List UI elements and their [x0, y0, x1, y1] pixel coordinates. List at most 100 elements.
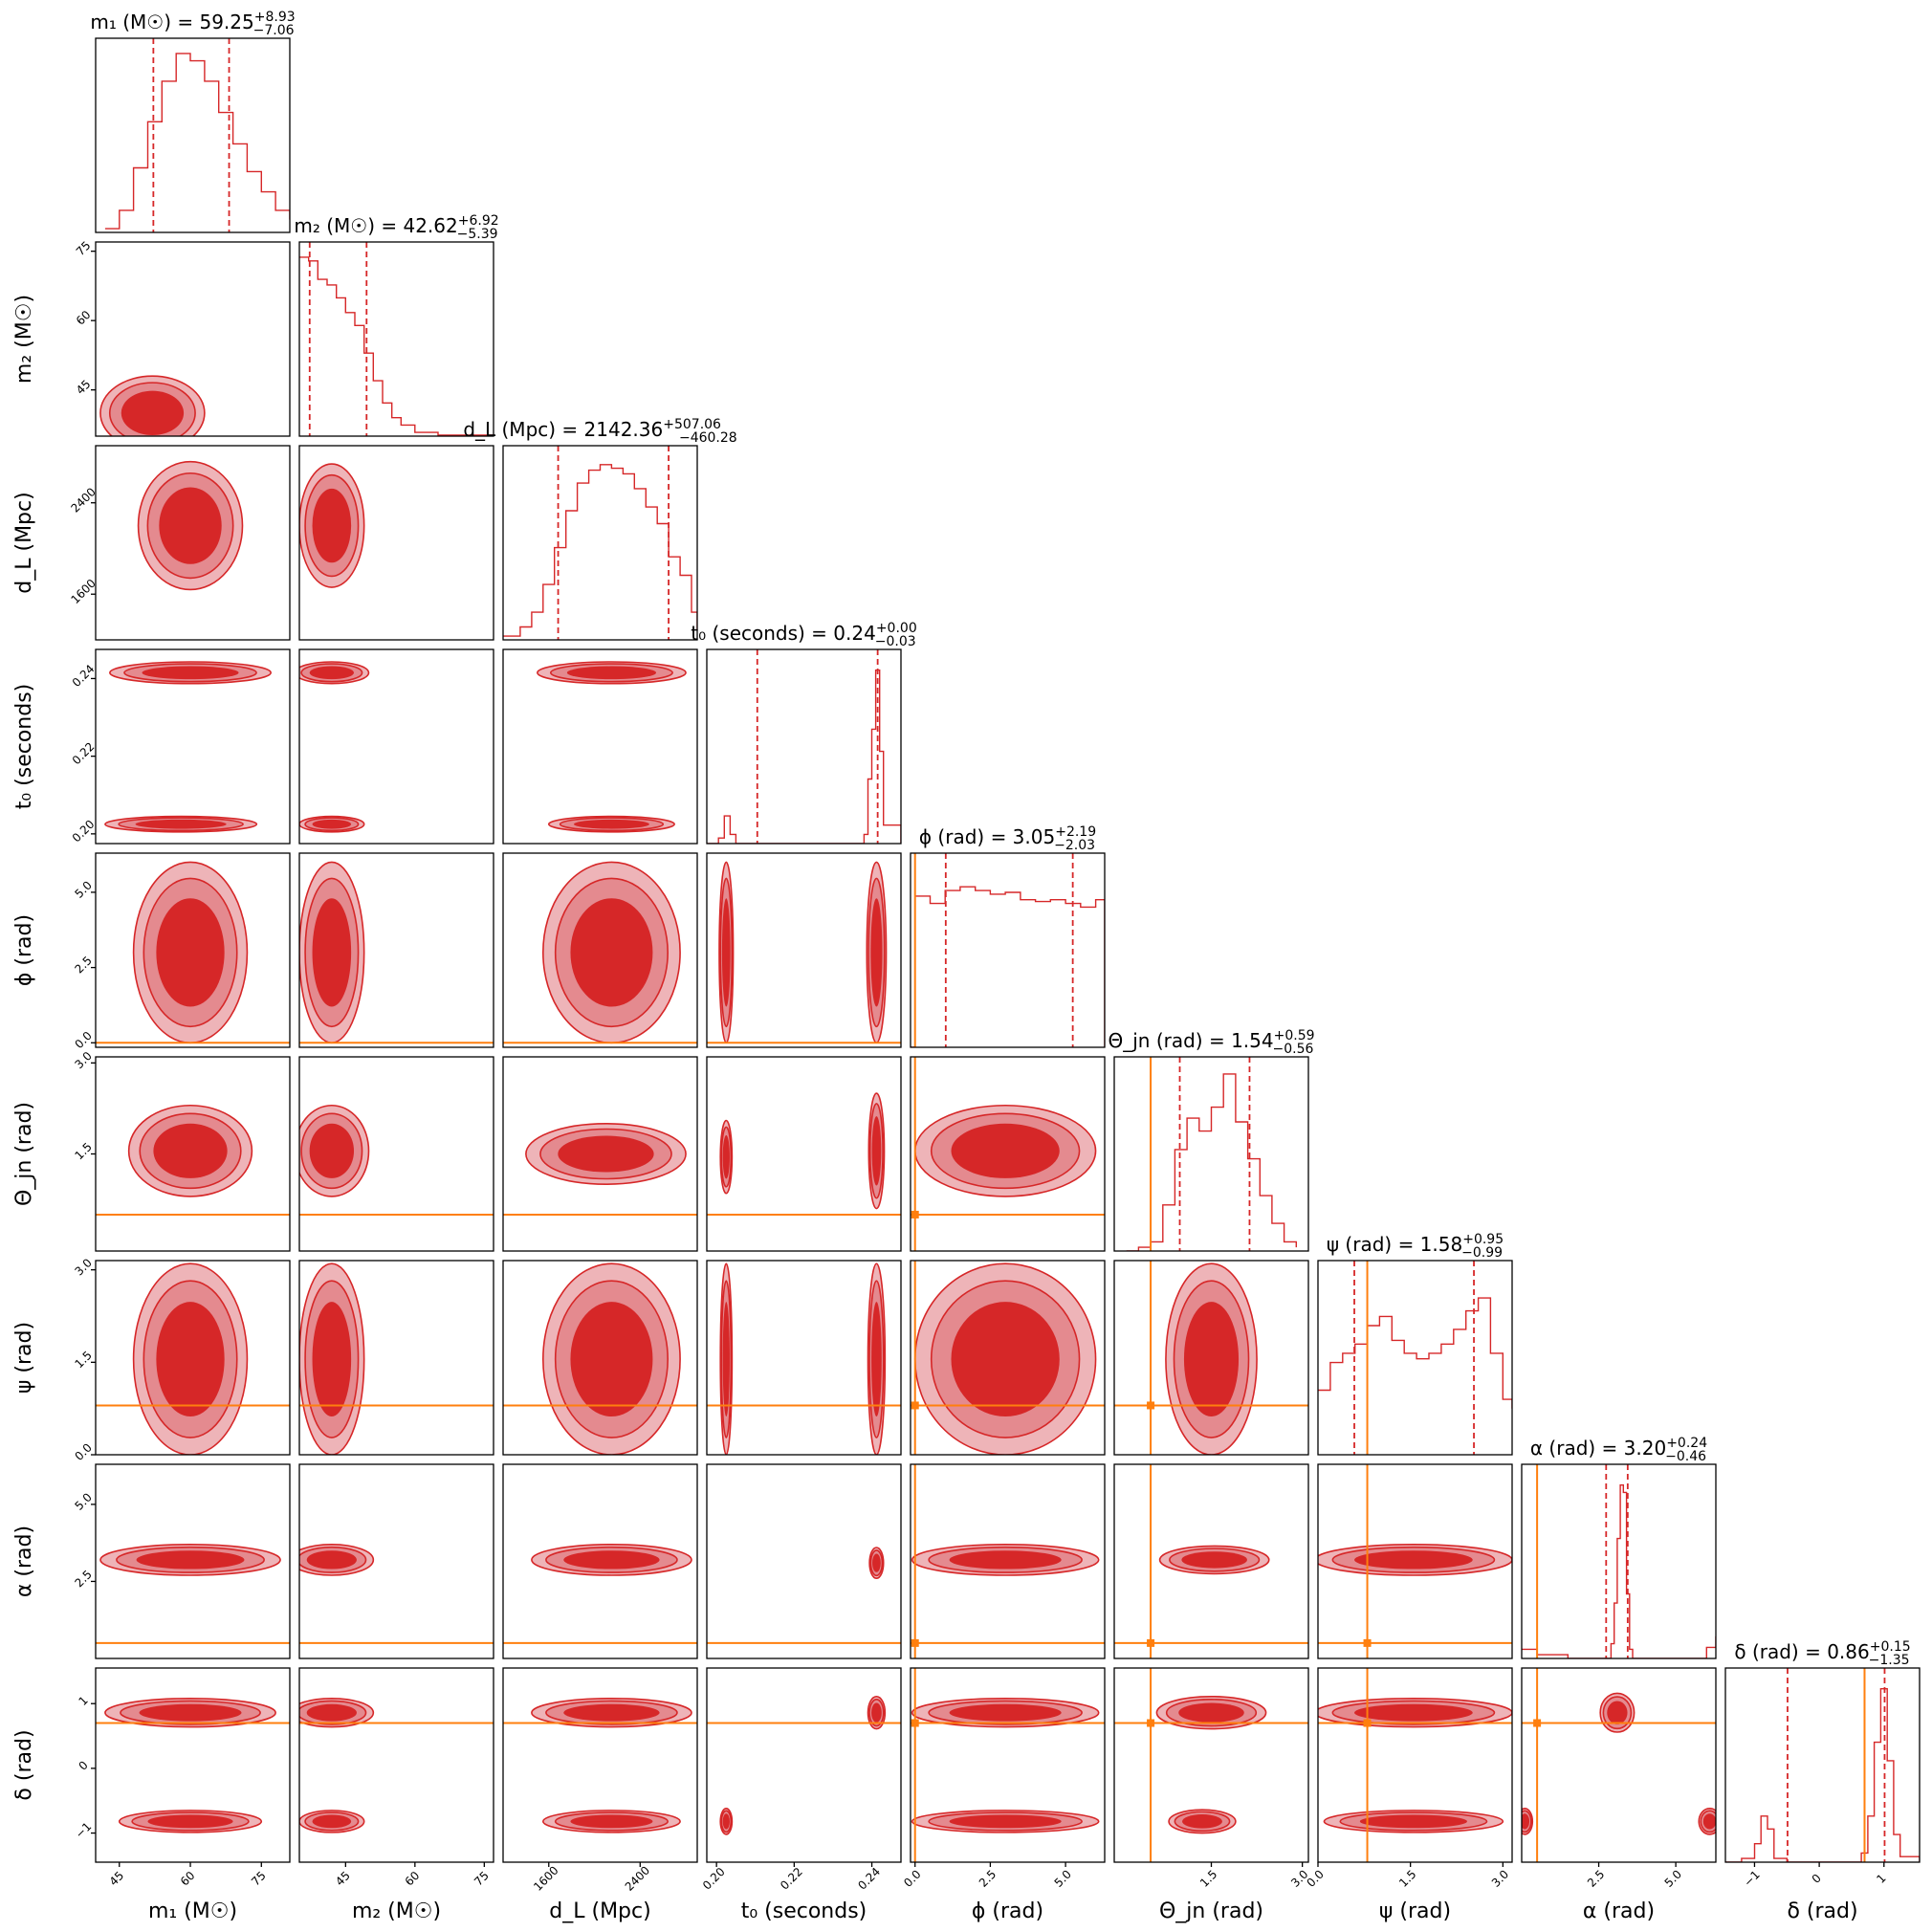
x-tick-label: 45 [333, 1869, 353, 1889]
x-tick-label: 60 [403, 1869, 423, 1889]
contour-psi-t0-0-level-2 [722, 1302, 730, 1417]
y-tick-label: 45 [74, 377, 94, 397]
panel-frame [95, 1056, 291, 1252]
contour-alpha-t0-0-level-2 [872, 1553, 881, 1572]
panel-delta-m2: 45 60 75 [298, 1667, 494, 1889]
contour-t0-m1-0-level-2 [142, 666, 239, 680]
contour-delta-phi-1-level-2 [949, 1814, 1062, 1829]
panel-frame [298, 241, 494, 437]
title-error-plus: +0.00 [876, 621, 917, 636]
panel-frame [910, 1260, 1106, 1456]
panel-delta-phi: 0.0 2.5 5.0 [901, 1667, 1106, 1890]
contour-theta_jn-t0-1-level-2 [871, 1116, 882, 1186]
panel-alpha-psi [1317, 1463, 1513, 1659]
contour-delta-theta_jn-1-level-2 [1182, 1814, 1222, 1829]
panel-content [299, 463, 365, 588]
panel-content [96, 1698, 290, 1833]
truth-marker [911, 1638, 919, 1647]
contour-t0-dL-0-level-2 [566, 666, 657, 680]
contour-delta-m2-0-level-2 [306, 1703, 357, 1722]
x-axis-label-dL: d_L (Mpc) [549, 1899, 650, 1923]
y-tick-label: 1.5 [72, 1140, 94, 1162]
panel-content [911, 1668, 1105, 1862]
panel-delta-delta: δ (rad) = 0.86+0.15 −1.35 −1 0 1 [1724, 1639, 1921, 1889]
title-error-plus: +0.59 [1274, 1028, 1315, 1043]
panel-m2-m2: m₂ (M☉) = 42.62+6.92 −5.39 [294, 213, 499, 437]
y-tick-label: 60 [74, 308, 94, 328]
panel-frame [502, 648, 698, 845]
histogram-dL [503, 464, 697, 637]
panel-delta-t0: 0.20 0.22 0.24 [700, 1667, 902, 1893]
panel-dL-dL: d_L (Mpc) = 2142.36+507.06 −460.28 [463, 417, 737, 641]
contour-t0-m1-1-level-2 [135, 819, 227, 829]
panel-frame [298, 1463, 494, 1659]
panel-frame [502, 1667, 698, 1863]
panel-content [99, 375, 206, 436]
panel-content [299, 861, 494, 1044]
panel-frame [95, 1260, 291, 1456]
x-tick-label: 0.0 [1304, 1867, 1326, 1889]
panel-frame [502, 1056, 698, 1252]
x-axis-label-theta_jn: Θ_jn (rad) [1159, 1899, 1263, 1923]
histogram-m2 [299, 256, 494, 436]
contour-alpha-m2-0-level-2 [306, 1550, 357, 1570]
panel-theta_jn-dL [502, 1056, 698, 1252]
title-error-minus: −1.35 [1869, 1653, 1910, 1668]
x-tick-label: 75 [249, 1869, 269, 1889]
contour-alpha-m1-0-level-2 [136, 1550, 245, 1570]
panel-frame [706, 1463, 902, 1659]
contour-psi-dL-0-level-2 [570, 1302, 653, 1417]
y-tick-label: −1 [73, 1820, 94, 1841]
panel-content [503, 861, 697, 1044]
panel-frame [298, 445, 494, 641]
contour-delta-psi-1-level-2 [1359, 1814, 1467, 1829]
title-error-minus: −0.03 [875, 634, 916, 649]
panel-content [1114, 1668, 1308, 1862]
y-axis-label-psi: ψ (rad) [12, 1322, 36, 1394]
contour-delta-t0-1-level-2 [722, 1813, 730, 1830]
truth-marker [1363, 1719, 1372, 1727]
panel-content [503, 1122, 697, 1216]
histogram-m1 [104, 53, 290, 230]
y-tick-label: 1 [77, 1694, 91, 1708]
x-tick-label: 5.0 [1052, 1867, 1074, 1889]
y-tick-label: 0.24 [70, 662, 98, 690]
y-tick-label: 75 [74, 238, 94, 258]
contour-phi-m2-0-level-2 [312, 898, 352, 1007]
panel-frame [1113, 1463, 1309, 1659]
panel-psi-psi: ψ (rad) = 1.58+0.95 −0.99 [1317, 1232, 1513, 1456]
title-error-minus: −460.28 [679, 430, 737, 446]
contour-theta_jn-dL-0-level-2 [558, 1135, 654, 1173]
panel-psi-m1: 0.0 1.5 3.0 [72, 1256, 291, 1463]
panel-frame [706, 1260, 902, 1456]
contour-phi-dL-0-level-2 [570, 898, 653, 1007]
panel-frame [502, 445, 698, 641]
panel-theta_jn-phi [910, 1056, 1106, 1252]
panel-content [1522, 1464, 1716, 1658]
panel-alpha-dL [502, 1463, 698, 1659]
panel-title-dL: d_L (Mpc) = 2142.36+507.06 −460.28 [463, 417, 736, 446]
panel-alpha-phi [910, 1463, 1106, 1659]
panel-t0-m1: 0.20 0.22 0.24 [70, 648, 291, 845]
contour-delta-theta_jn-0-level-2 [1178, 1702, 1244, 1723]
panel-content [299, 1698, 494, 1833]
panel-alpha-m1: 2.5 5.0 [72, 1463, 291, 1659]
panel-title-m2: m₂ (M☉) = 42.62+6.92 −5.39 [294, 213, 498, 242]
panel-content [707, 1092, 901, 1216]
title-error-minus: −7.06 [253, 23, 295, 38]
panel-content [503, 1262, 697, 1455]
panel-phi-dL [502, 852, 698, 1048]
panel-delta-alpha: 2.5 5.0 [1521, 1667, 1717, 1890]
panel-psi-theta_jn [1113, 1260, 1309, 1456]
histogram-theta_jn [1126, 1073, 1297, 1251]
panel-frame [95, 1667, 291, 1863]
panel-frame [910, 852, 1106, 1048]
contour-t0-m2-1-level-2 [312, 819, 352, 829]
contour-delta-alpha-0-level-2 [1607, 1701, 1628, 1724]
panel-content [299, 1262, 494, 1455]
x-axis-label-m2: m₂ (M☉) [352, 1899, 441, 1923]
x-axis-label-phi: ϕ (rad) [972, 1899, 1043, 1923]
panel-content [707, 861, 901, 1044]
x-axis-label-alpha: α (rad) [1583, 1899, 1655, 1923]
